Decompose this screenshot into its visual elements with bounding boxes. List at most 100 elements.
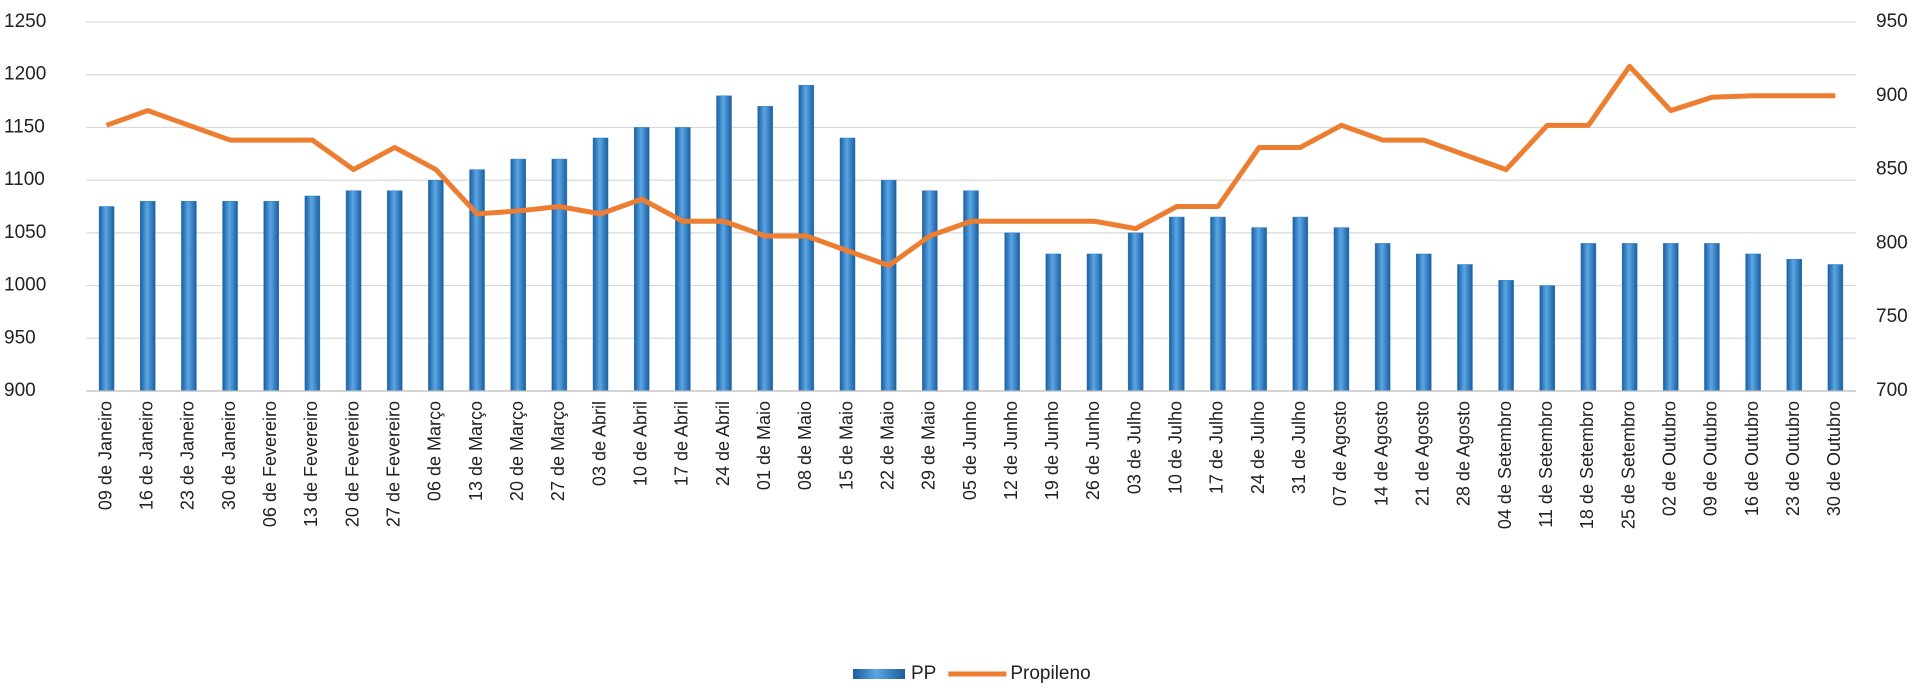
bar [1786,258,1803,392]
bar [1374,243,1391,392]
bar [345,190,362,392]
legend-label: PP [911,663,936,684]
bar [1210,216,1226,392]
x-tick-label: 02 de Outubro [1660,401,1680,516]
bar [428,179,444,392]
x-tick-label: 28 de Agosto [1454,401,1474,506]
bar [1004,232,1020,392]
x-tick-label: 27 de Março [548,401,568,501]
line [105,63,1836,269]
bar [386,190,403,392]
x-tick-label: 25 de Setembro [1618,401,1638,529]
bar [757,106,773,392]
x-tick-label: 12 de Junho [1001,401,1021,500]
bar [716,95,732,392]
x-tick-label: 11 de Setembro [1536,401,1556,528]
x-tick-label: 24 de Julho [1248,401,1268,494]
bar [880,179,897,392]
x-tick-label: 18 de Setembro [1577,401,1597,529]
bar [1498,280,1514,392]
x-tick-label: 01 de Maio [754,401,774,490]
bar [1827,264,1844,392]
bar [1416,253,1432,392]
bar [222,200,238,392]
x-tick-label: 17 de Abril [672,401,692,486]
x-tick-label: 30 de Janeiro [219,401,239,510]
bar [510,158,526,392]
bar [551,158,568,392]
bar [263,200,279,392]
legend-swatch [853,669,905,679]
bar [1127,232,1144,392]
legend-label: Propileno [1010,663,1090,684]
y-tick-label: 1100 [4,169,45,190]
x-tick-label: 17 de Julho [1207,401,1227,494]
bar [139,200,156,392]
x-tick-label: 05 de Junho [960,401,980,500]
y-tick-label: 1200 [4,64,46,85]
bar [839,137,856,392]
bar [1621,243,1638,392]
x-tick-label: 08 de Maio [795,401,815,490]
bar [1086,253,1103,392]
x-tick-label: 13 de Fevereiro [301,401,321,527]
bar [633,127,650,392]
x-tick-label: 03 de Julho [1124,401,1144,494]
x-tick-label: 09 de Outubro [1701,401,1721,516]
x-tick-label: 06 de Fevereiro [260,401,280,527]
x-tick-label: 16 de Janeiro [136,401,156,510]
y2-tick-label: 750 [1876,306,1908,327]
x-tick-label: 27 de Fevereiro [383,401,403,527]
y2-tick-label: 950 [1876,11,1908,32]
x-tick-label: 24 de Abril [713,401,733,486]
x-tick-label: 13 de Março [466,401,486,501]
x-tick-label: 19 de Junho [1042,401,1062,500]
bar [1663,243,1679,392]
y-tick-label: 900 [4,380,36,401]
y-tick-label: 1250 [4,11,46,32]
x-tick-label: 16 de Outubro [1742,401,1762,516]
bar [469,169,485,392]
bar [1333,227,1350,392]
bar [1580,243,1597,392]
bar [1457,264,1473,392]
bar [1539,285,1556,392]
y-tick-label: 1000 [4,275,46,296]
x-tick-label: 03 de Abril [589,401,609,486]
bar [1292,216,1309,392]
x-tick-label: 23 de Janeiro [178,401,198,510]
x-tick-label: 21 de Agosto [1413,401,1433,506]
bar [675,127,691,392]
x-tick-label: 06 de Março [425,401,445,501]
y2-tick-label: 700 [1876,380,1908,401]
x-tick-label: 04 de Setembro [1495,401,1515,529]
x-tick-label: 20 de Fevereiro [342,401,362,527]
y-tick-label: 1150 [4,116,45,137]
y2-tick-label: 800 [1876,232,1908,253]
x-tick-label: 23 de Outubro [1783,401,1803,516]
x-tick-label: 14 de Agosto [1371,401,1391,506]
bar [1745,253,1761,392]
bar [304,195,321,392]
x-tick-label: 10 de Abril [630,401,650,486]
x-tick-label: 29 de Maio [919,401,939,490]
bar [1704,243,1720,392]
x-tick-label: 10 de Julho [1166,401,1186,494]
y2-tick-label: 900 [1876,85,1908,106]
y-tick-label: 1050 [4,222,46,243]
x-tick-label: 20 de Março [507,401,527,501]
y2-tick-label: 850 [1876,159,1908,180]
bar [1045,253,1062,392]
bar [922,190,938,392]
bar [1169,216,1185,392]
x-tick-label: 31 de Julho [1289,401,1309,494]
bar [1251,227,1267,392]
x-tick-label: 15 de Maio [836,401,856,490]
x-tick-label: 26 de Junho [1083,401,1103,500]
bar [181,200,197,392]
y-tick-label: 950 [4,327,36,348]
bar [592,137,609,392]
bar [98,206,115,392]
x-tick-label: 09 de Janeiro [95,401,115,510]
